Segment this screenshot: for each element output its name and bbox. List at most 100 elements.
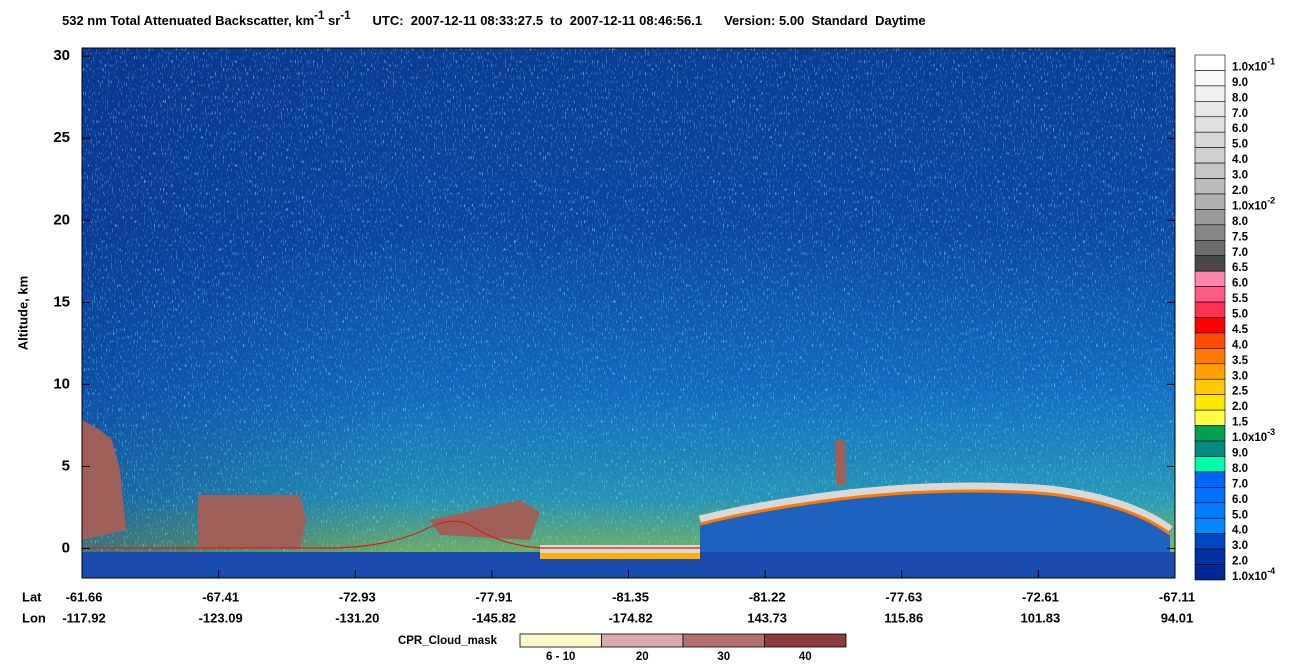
colorbar-cell xyxy=(1194,548,1226,565)
x-tick-label: -67.11 xyxy=(1159,589,1195,604)
x-tick-label: -61.66 xyxy=(66,589,103,604)
colorbar-cell xyxy=(1194,317,1226,334)
colorbar-label-base: 1.0x10 xyxy=(1232,61,1267,73)
y-tick-label: 20 xyxy=(53,211,70,228)
x-tick-label: 115.86 xyxy=(884,610,923,625)
colorbar-label: 2.0 xyxy=(1232,401,1248,413)
colorbar-label: 1.0x10-3 xyxy=(1232,427,1275,444)
y-tick-label: 15 xyxy=(53,293,70,310)
x-tick-label: -67.41 xyxy=(202,589,239,604)
colorbar-label-base: 1.0x10 xyxy=(1232,200,1267,212)
colorbar-label: 8.0 xyxy=(1232,216,1248,228)
title-exp: -1 xyxy=(340,10,351,22)
colorbar-label: 5.0 xyxy=(1232,309,1248,321)
colorbar-label: 4.0 xyxy=(1232,339,1248,351)
x-tick-label: -81.22 xyxy=(749,589,786,604)
y-tick-label: 30 xyxy=(53,47,70,64)
colorbar-cell xyxy=(1194,363,1226,380)
colorbar-label: 7.0 xyxy=(1232,108,1248,120)
colorbar-label: 6.0 xyxy=(1232,123,1248,135)
cpr-legend-label: 20 xyxy=(636,651,649,663)
colorbar-label: 3.0 xyxy=(1232,170,1248,182)
colorbar-label: 5.5 xyxy=(1232,293,1249,305)
colorbar-cell xyxy=(1194,502,1226,519)
colorbar-cell xyxy=(1194,409,1226,426)
colorbar-label: 9.0 xyxy=(1232,448,1248,460)
colorbar-label: 7.0 xyxy=(1232,247,1248,259)
colorbar-label: 1.0x10-1 xyxy=(1232,57,1275,74)
cloud-blob xyxy=(835,440,846,485)
colorbar-label: 6.5 xyxy=(1232,262,1249,274)
colorbar-label: 6.0 xyxy=(1232,494,1248,506)
colorbar-cell xyxy=(1194,348,1226,365)
colorbar-cell xyxy=(1194,239,1226,257)
colorbar-cell xyxy=(1194,147,1226,164)
colorbar-cell xyxy=(1194,131,1226,148)
colorbar-cell xyxy=(1194,471,1226,488)
colorbar-label: 3.0 xyxy=(1232,540,1248,552)
colorbar-label-exp: -1 xyxy=(1267,57,1275,67)
colorbar-cell xyxy=(1194,101,1226,118)
cpr-legend-swatch xyxy=(764,633,847,648)
title-version: Version: 5.00 Standard Daytime xyxy=(724,13,926,28)
colorbar-label: 4.0 xyxy=(1232,154,1248,166)
surface-edge-flat xyxy=(540,553,700,559)
colorbar-cell xyxy=(1194,394,1226,411)
colorbar-label: 3.5 xyxy=(1232,355,1249,367)
x-tick-label: -72.61 xyxy=(1022,589,1059,604)
colorbar-cell xyxy=(1194,270,1226,287)
title-text: 532 nm Total Attenuated Backscatter, km xyxy=(62,13,314,28)
colorbar-label: 8.0 xyxy=(1232,92,1248,104)
colorbar-cell xyxy=(1194,456,1226,473)
x-tick-label: -123.09 xyxy=(199,610,243,625)
y-tick-label: 5 xyxy=(62,457,70,474)
dem-line xyxy=(82,520,700,549)
title-exp: -1 xyxy=(314,10,325,22)
colorbar-cell xyxy=(1194,70,1226,87)
cpr-legend-swatch xyxy=(682,633,765,648)
colorbar-label: 5.0 xyxy=(1232,509,1248,521)
colorbar-cell xyxy=(1194,54,1226,71)
x-row-name: Lon xyxy=(22,610,46,625)
x-tick-label: -77.91 xyxy=(475,589,512,604)
colorbar-cell xyxy=(1194,116,1226,133)
y-axis-label: Altitude, km xyxy=(15,276,30,350)
y-tick-label: 0 xyxy=(62,539,70,556)
cloud-blob xyxy=(82,420,126,540)
x-tick-label: -145.82 xyxy=(472,610,516,625)
cpr-legend-label: 6 - 10 xyxy=(546,651,575,663)
colorbar-label: 3.0 xyxy=(1232,370,1248,382)
y-tick-label: 25 xyxy=(53,129,70,146)
colorbar-cell xyxy=(1194,178,1226,195)
x-row-name: Lat xyxy=(22,589,42,604)
colorbar-cell xyxy=(1194,85,1226,102)
colorbar-cell xyxy=(1194,425,1226,442)
colorbar-label: 2.0 xyxy=(1232,556,1248,568)
colorbar-label-base: 1.0x10 xyxy=(1232,432,1267,444)
x-tick-label: 94.01 xyxy=(1161,610,1194,625)
colorbar-label: 7.5 xyxy=(1232,231,1249,243)
colorbar-label-exp: -2 xyxy=(1267,196,1275,206)
x-tick-label: 101.83 xyxy=(1020,610,1060,625)
colorbar-label: 2.5 xyxy=(1232,386,1249,398)
colorbar-label-exp: -4 xyxy=(1267,566,1275,576)
cpr-legend-swatch xyxy=(601,633,684,648)
colorbar-cell xyxy=(1194,224,1226,241)
colorbar-label: 1.0x10-2 xyxy=(1232,196,1275,213)
cpr-legend-swatch xyxy=(519,633,602,648)
colorbar-label: 9.0 xyxy=(1232,77,1248,89)
colorbar-cell xyxy=(1194,209,1226,226)
colorbar-cell xyxy=(1194,517,1226,534)
colorbar-label: 7.0 xyxy=(1232,478,1248,490)
cloud-mask-blobs xyxy=(82,420,846,548)
colorbar-label: 2.0 xyxy=(1232,185,1248,197)
colorbar-cell xyxy=(1194,193,1226,210)
title-text: sr xyxy=(324,13,340,28)
title-utc: UTC: 2007-12-11 08:33:27.5 to 2007-12-11… xyxy=(373,13,703,28)
colorbar-label: 4.0 xyxy=(1232,525,1248,537)
cpr-legend-title: CPR_Cloud_mask xyxy=(398,635,498,647)
cloud-blob xyxy=(198,495,306,548)
colorbar-cell xyxy=(1194,301,1226,318)
